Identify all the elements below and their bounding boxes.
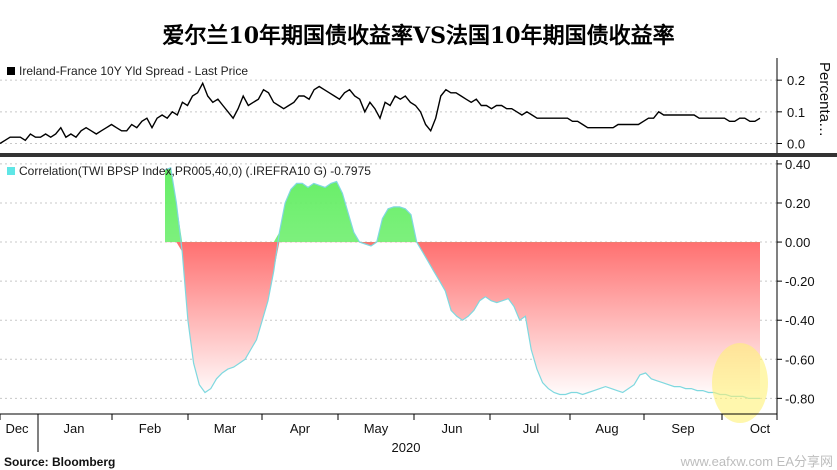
correlation-y-tick-label: -0.80: [785, 391, 815, 406]
correlation-y-tick-label: 0.00: [785, 235, 810, 250]
spread-legend-marker: [7, 67, 15, 75]
panel-divider: [0, 153, 837, 157]
x-axis-month-label: Mar: [214, 421, 237, 436]
correlation-y-tick-label: 0.40: [785, 157, 810, 172]
spread-y-axis-label: Percenta…: [816, 62, 833, 137]
correlation-y-tick-label: -0.60: [785, 352, 815, 367]
x-axis-month-label: May: [364, 421, 389, 436]
correlation-negative-area: [165, 242, 760, 399]
x-axis-month-label: Jul: [523, 421, 540, 436]
spread-gridlines: [0, 79, 777, 144]
chart-title: 爱尔兰10年期国债收益率VS法国10年期国债收益率: [162, 23, 675, 49]
spread-line: [0, 81, 761, 145]
spread-y-tick-label: 0.2: [787, 73, 805, 88]
x-axis-month-label: Feb: [139, 421, 161, 436]
x-axis-month-label: Oct: [750, 421, 771, 436]
watermark: www.eafxw.com EA分享网: [680, 454, 833, 469]
x-axis: Dec Jan Feb Mar Apr May Jun Jul Aug Sep Oct: [0, 413, 778, 452]
correlation-panel: Correlation(TWI BPSP Index,PR005,40,0) (…: [0, 157, 815, 423]
correlation-positive-area: [165, 167, 760, 243]
spread-y-tick-label: 0.1: [787, 105, 805, 120]
x-axis-month-label: Aug: [595, 421, 618, 436]
correlation-y-tick-label: -0.20: [785, 274, 815, 289]
x-axis-year-label: 2020: [392, 440, 421, 455]
correlation-legend: Correlation(TWI BPSP Index,PR005,40,0) (…: [19, 164, 371, 178]
spread-legend: Ireland-France 10Y Yld Spread - Last Pri…: [19, 64, 248, 78]
x-axis-month-label: Apr: [290, 421, 311, 436]
x-axis-month-label: Jun: [442, 421, 463, 436]
x-axis-month-label: Dec: [5, 421, 29, 436]
correlation-line: [164, 166, 760, 399]
x-axis-month-label: Sep: [671, 421, 694, 436]
highlight-ellipse: [712, 343, 768, 423]
correlation-legend-marker: [7, 167, 15, 175]
correlation-y-tick-label: -0.40: [785, 313, 815, 328]
source-label: Source: Bloomberg: [4, 455, 115, 469]
spread-y-axis: 0.2 0.1 0.0: [776, 58, 805, 153]
spread-y-tick-label: 0.0: [787, 137, 805, 152]
spread-panel: Ireland-France 10Y Yld Spread - Last Pri…: [0, 58, 833, 153]
correlation-y-tick-label: 0.20: [785, 196, 810, 211]
x-axis-month-label: Jan: [64, 421, 85, 436]
correlation-y-axis: 0.40 0.20 0.00 -0.20 -0.40 -0.60 -0.80: [776, 157, 815, 414]
